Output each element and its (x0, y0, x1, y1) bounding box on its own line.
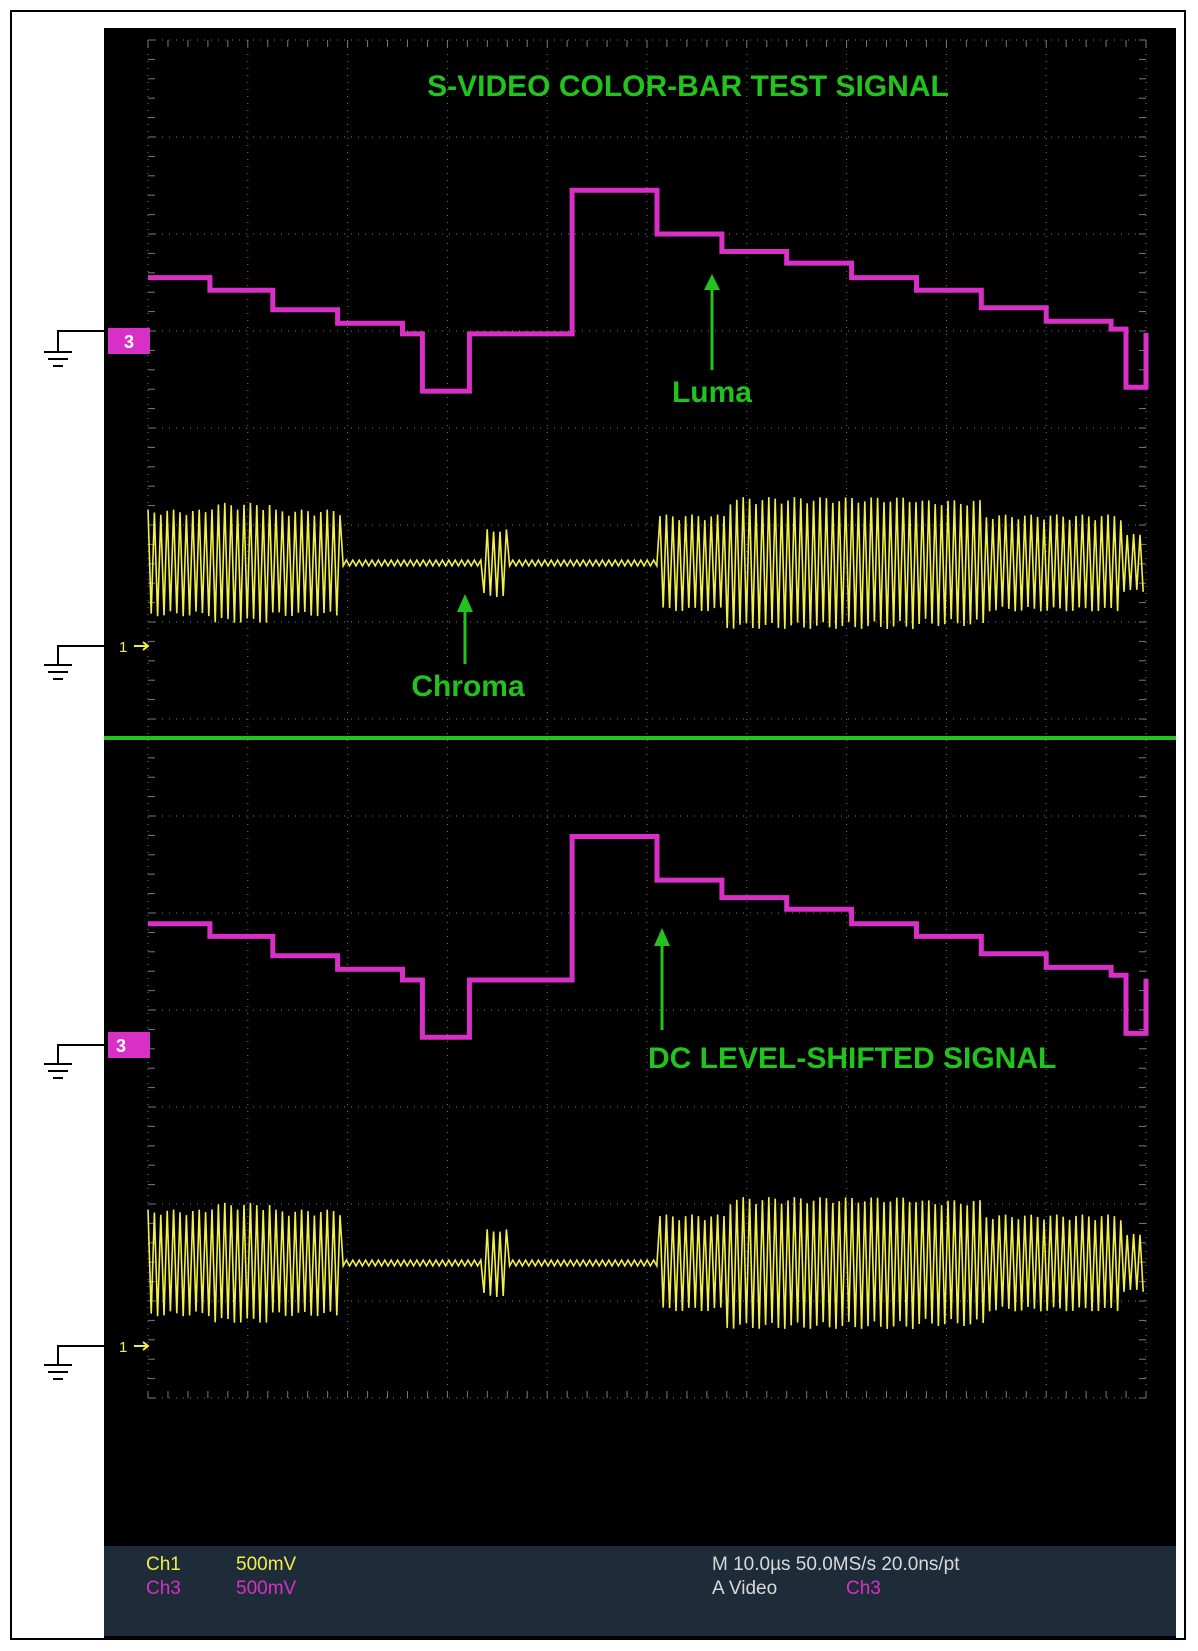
trigger-readout: A Video (712, 1578, 778, 1599)
dc-shift-label: DC LEVEL-SHIFTED SIGNAL (648, 1042, 1056, 1075)
chroma-trace (147, 497, 1144, 630)
ground-icon (44, 330, 108, 367)
trigger-source: Ch3 (846, 1578, 881, 1599)
ch3-marker-bottom[interactable]: 3 (108, 1032, 150, 1058)
screen-background (104, 28, 1176, 1638)
ch1-scale: 500mV (236, 1554, 297, 1575)
ground-icon (44, 1345, 108, 1380)
chroma-trace (147, 1197, 1144, 1330)
ground-icon (44, 645, 108, 680)
ch1-marker-top[interactable]: 1 (119, 639, 150, 656)
luma-arrow (704, 274, 720, 370)
chroma-label: Chroma (411, 670, 525, 703)
luma-trace (148, 187, 1149, 394)
timebase-readout: M 10.0µs 50.0MS/s 20.0ns/pt (712, 1554, 960, 1575)
chart-title: S-VIDEO COLOR-BAR TEST SIGNAL (427, 70, 949, 103)
ch1-marker-top-label: 1 (119, 639, 127, 656)
ground-icon (44, 1044, 108, 1079)
ch1-name: Ch1 (146, 1554, 181, 1575)
ch3-scale: 500mV (236, 1578, 297, 1599)
dc-shift-arrow (654, 928, 670, 1030)
luma-label: Luma (672, 376, 752, 409)
graticule (147, 39, 1147, 1399)
ch1-marker-bottom-label: 1 (119, 1339, 127, 1356)
trace-layer (147, 187, 1149, 1330)
chroma-arrow (457, 594, 473, 664)
ch3-marker-bottom-label: 3 (116, 1036, 126, 1056)
luma-trace (148, 834, 1149, 1040)
ch3-marker-top[interactable]: 3 (108, 328, 150, 354)
ch3-marker-top-label: 3 (124, 332, 134, 352)
ch1-marker-bottom[interactable]: 1 (119, 1339, 150, 1356)
ch3-name: Ch3 (146, 1578, 181, 1599)
status-bar: Ch1 500mV Ch3 500mV M 10.0µs 50.0MS/s 20… (104, 1546, 1176, 1636)
